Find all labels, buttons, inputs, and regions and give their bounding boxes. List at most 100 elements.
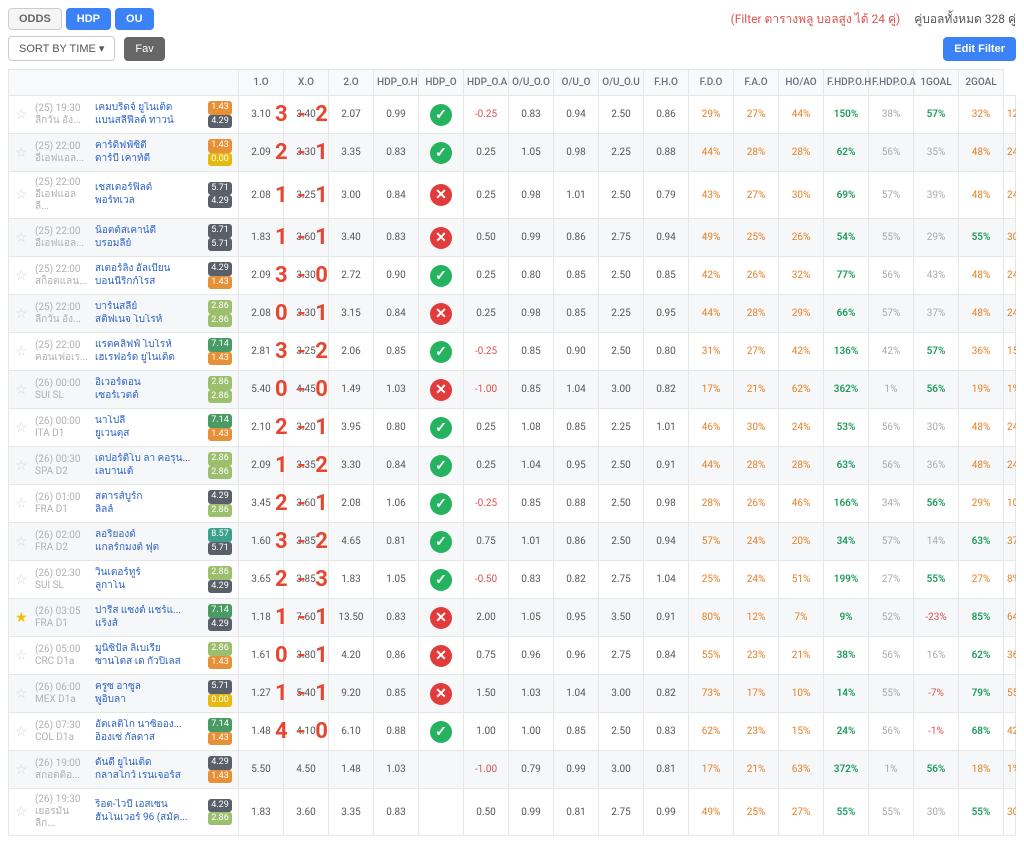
fav-star-icon[interactable]: ★ — [15, 610, 29, 626]
sort-by-time-button[interactable]: SORT BY TIME ▾ — [8, 36, 115, 61]
team-link[interactable]: กลาสโกว์ เรนเจอร์ส — [95, 770, 181, 783]
team-link[interactable]: สติฟเนจ โบโรห์ — [95, 314, 162, 327]
team-link[interactable]: บาร์นสลีย์ — [95, 301, 137, 314]
team-link[interactable]: ลิลล์ — [95, 504, 113, 517]
team-link[interactable]: พูอิบลา — [95, 694, 126, 707]
team-link[interactable]: ยูเวนตุส — [95, 428, 129, 441]
value-text: 0.81 — [656, 764, 676, 775]
ou-button[interactable]: OU — [115, 8, 154, 30]
team-link[interactable]: แบนสลีฟีลด์ ทาวน์ — [95, 115, 174, 128]
team-link[interactable]: ดาร์บี้ เคาท์ตี้ — [95, 153, 150, 166]
team-link[interactable]: ดันดี ยูไนเต็ด — [95, 757, 151, 770]
fav-star-icon[interactable]: ☆ — [15, 382, 29, 398]
team-link[interactable]: ฮันโนเวอร์ 96 (สมัค... — [95, 812, 187, 825]
fav-star-icon[interactable]: ☆ — [15, 724, 29, 740]
col-F.D.O[interactable]: F.D.O — [689, 70, 734, 96]
value-text: 1.83 — [251, 232, 271, 243]
team-link[interactable]: เซอร์เวตต์ — [95, 390, 139, 403]
val-cell: 1.27 — [239, 675, 284, 713]
value-text: 29% — [972, 498, 991, 509]
val-cell: 1.01 — [644, 409, 689, 447]
col-F.HDP.O.H[interactable]: F.HDP.O.H — [824, 70, 869, 96]
table-row: ★(26) 03:05FRA D1ปารีส แซงต์ แชร์แ...7.1… — [9, 599, 1016, 637]
col-O/U_O.O[interactable]: O/U_O.O — [509, 70, 554, 96]
fav-star-icon[interactable]: ☆ — [15, 268, 29, 284]
team-link[interactable]: อ็องเซ่ กัลดาส — [95, 732, 155, 745]
value-text: 1% — [885, 764, 898, 775]
team-link[interactable]: ครูซ อาซูล — [95, 681, 141, 694]
fav-star-icon[interactable]: ☆ — [15, 145, 29, 161]
team-link[interactable]: วินเตอร์ทูร์ — [95, 567, 141, 580]
team-link[interactable]: เชสเตอร์ฟิลด์ — [95, 182, 152, 195]
col-HDP_O[interactable]: HDP_O — [419, 70, 464, 96]
team-link[interactable]: แรตคลิฟฟ์ โบโรห์ — [95, 339, 172, 352]
team-link[interactable]: นาโปลี — [95, 415, 125, 428]
col-F.HDP.O.A[interactable]: F.HDP.O.A — [869, 70, 914, 96]
team-link[interactable]: ปารีส แซงต์ แชร์แ... — [95, 605, 181, 618]
col-1.O[interactable]: 1.O — [239, 70, 284, 96]
hdp-button[interactable]: HDP — [66, 8, 111, 30]
team-link[interactable]: ซานโตส เด กัวปิเลส — [95, 656, 181, 669]
fav-star-icon[interactable]: ☆ — [15, 420, 29, 436]
odds-button[interactable]: ODDS — [8, 8, 62, 30]
col-2GOAL[interactable]: 2GOAL — [959, 70, 1004, 96]
fav-star-icon[interactable]: ☆ — [15, 230, 29, 246]
value-text: 77% — [837, 270, 856, 281]
team-link[interactable]: เลบานเต้ — [95, 466, 133, 479]
fav-star-icon[interactable]: ☆ — [15, 572, 29, 588]
fav-star-icon[interactable]: ☆ — [15, 306, 29, 322]
team-link[interactable]: ลอริยองต์ — [95, 529, 136, 542]
col-O/U_O[interactable]: O/U_O — [554, 70, 599, 96]
val-cell: 79% — [959, 675, 1004, 713]
fav-star-icon[interactable]: ☆ — [15, 458, 29, 474]
value-text: 39% — [927, 190, 946, 201]
fav-button[interactable]: Fav — [124, 37, 164, 61]
team-link[interactable]: บอนนี่ริกก์โรส — [95, 276, 155, 289]
value-text: 2.00 — [476, 612, 496, 623]
team-link[interactable]: อิเวอร์ดอน — [95, 377, 141, 390]
team-link[interactable]: เคมบริดจ์ ยูไนเต็ด — [95, 102, 172, 115]
team-link[interactable]: ลูกาโน — [95, 580, 125, 593]
col-2.O[interactable]: 2.O — [329, 70, 374, 96]
team-link[interactable]: บรอมลีย์ — [95, 238, 131, 251]
fav-star-icon[interactable]: ☆ — [15, 762, 29, 778]
team-link[interactable]: มูนิซิปัล ลิเบเรีย — [95, 643, 161, 656]
edit-filter-button[interactable]: Edit Filter — [943, 37, 1016, 61]
value-text: 24% — [1007, 422, 1016, 433]
val-cell: 57% — [914, 96, 959, 134]
col-1GOAL[interactable]: 1GOAL — [914, 70, 959, 96]
team-link[interactable]: เฮเรฟอร์ด ยูไนเต็ด — [95, 352, 175, 365]
fav-star-icon[interactable]: ☆ — [15, 804, 29, 820]
fav-star-icon[interactable]: ☆ — [15, 187, 29, 203]
fav-star-icon[interactable]: ☆ — [15, 496, 29, 512]
table-row: ☆(26) 07:30COL D1aอัตเลติโก นาซิออง...7.… — [9, 713, 1016, 751]
team-link[interactable]: แร็งส์ — [95, 618, 118, 631]
team-link[interactable]: อัตเลติโก นาซิออง... — [95, 719, 182, 732]
fav-star-icon[interactable]: ☆ — [15, 107, 29, 123]
value-text: 37% — [927, 308, 946, 319]
fav-star-icon[interactable]: ☆ — [15, 534, 29, 550]
odds-badge: 4.29 — [208, 799, 232, 812]
team-link[interactable]: แกลร์กมงต์ ฟุต — [95, 542, 159, 555]
value-text: 199% — [834, 574, 859, 585]
value-text: 42% — [702, 270, 721, 281]
col-O/U_O.U[interactable]: O/U_O.U — [599, 70, 644, 96]
col-HDP_O.H[interactable]: HDP_O.H — [374, 70, 419, 96]
value-text: 2.50 — [611, 109, 631, 120]
col-HO/AO[interactable]: HO/AO — [779, 70, 824, 96]
team-link[interactable]: สเตอร์ลิ่ง อัลเบียน — [95, 263, 170, 276]
team-link[interactable]: เดปอร์ติโบ ลา คอรุน... — [95, 453, 190, 466]
fav-star-icon[interactable]: ☆ — [15, 648, 29, 664]
val-cell: 34% — [869, 485, 914, 523]
team-link[interactable]: ร็อต-ไวบี้ เอสเซน — [95, 799, 168, 812]
team-link[interactable]: คาร์ดิฟฟ์ซิตี้ — [95, 140, 147, 153]
team-link[interactable]: น็อตต์สเคาน์ตี้ — [95, 225, 156, 238]
col-HDP_O.A[interactable]: HDP_O.A — [464, 70, 509, 96]
col-X.O[interactable]: X.O — [284, 70, 329, 96]
fav-star-icon[interactable]: ☆ — [15, 344, 29, 360]
team-link[interactable]: พอร์ทเวล — [95, 195, 135, 208]
col-F.A.O[interactable]: F.A.O — [734, 70, 779, 96]
fav-star-icon[interactable]: ☆ — [15, 686, 29, 702]
col-F.H.O[interactable]: F.H.O — [644, 70, 689, 96]
team-link[interactable]: สตารส์บูร์ก — [95, 491, 142, 504]
